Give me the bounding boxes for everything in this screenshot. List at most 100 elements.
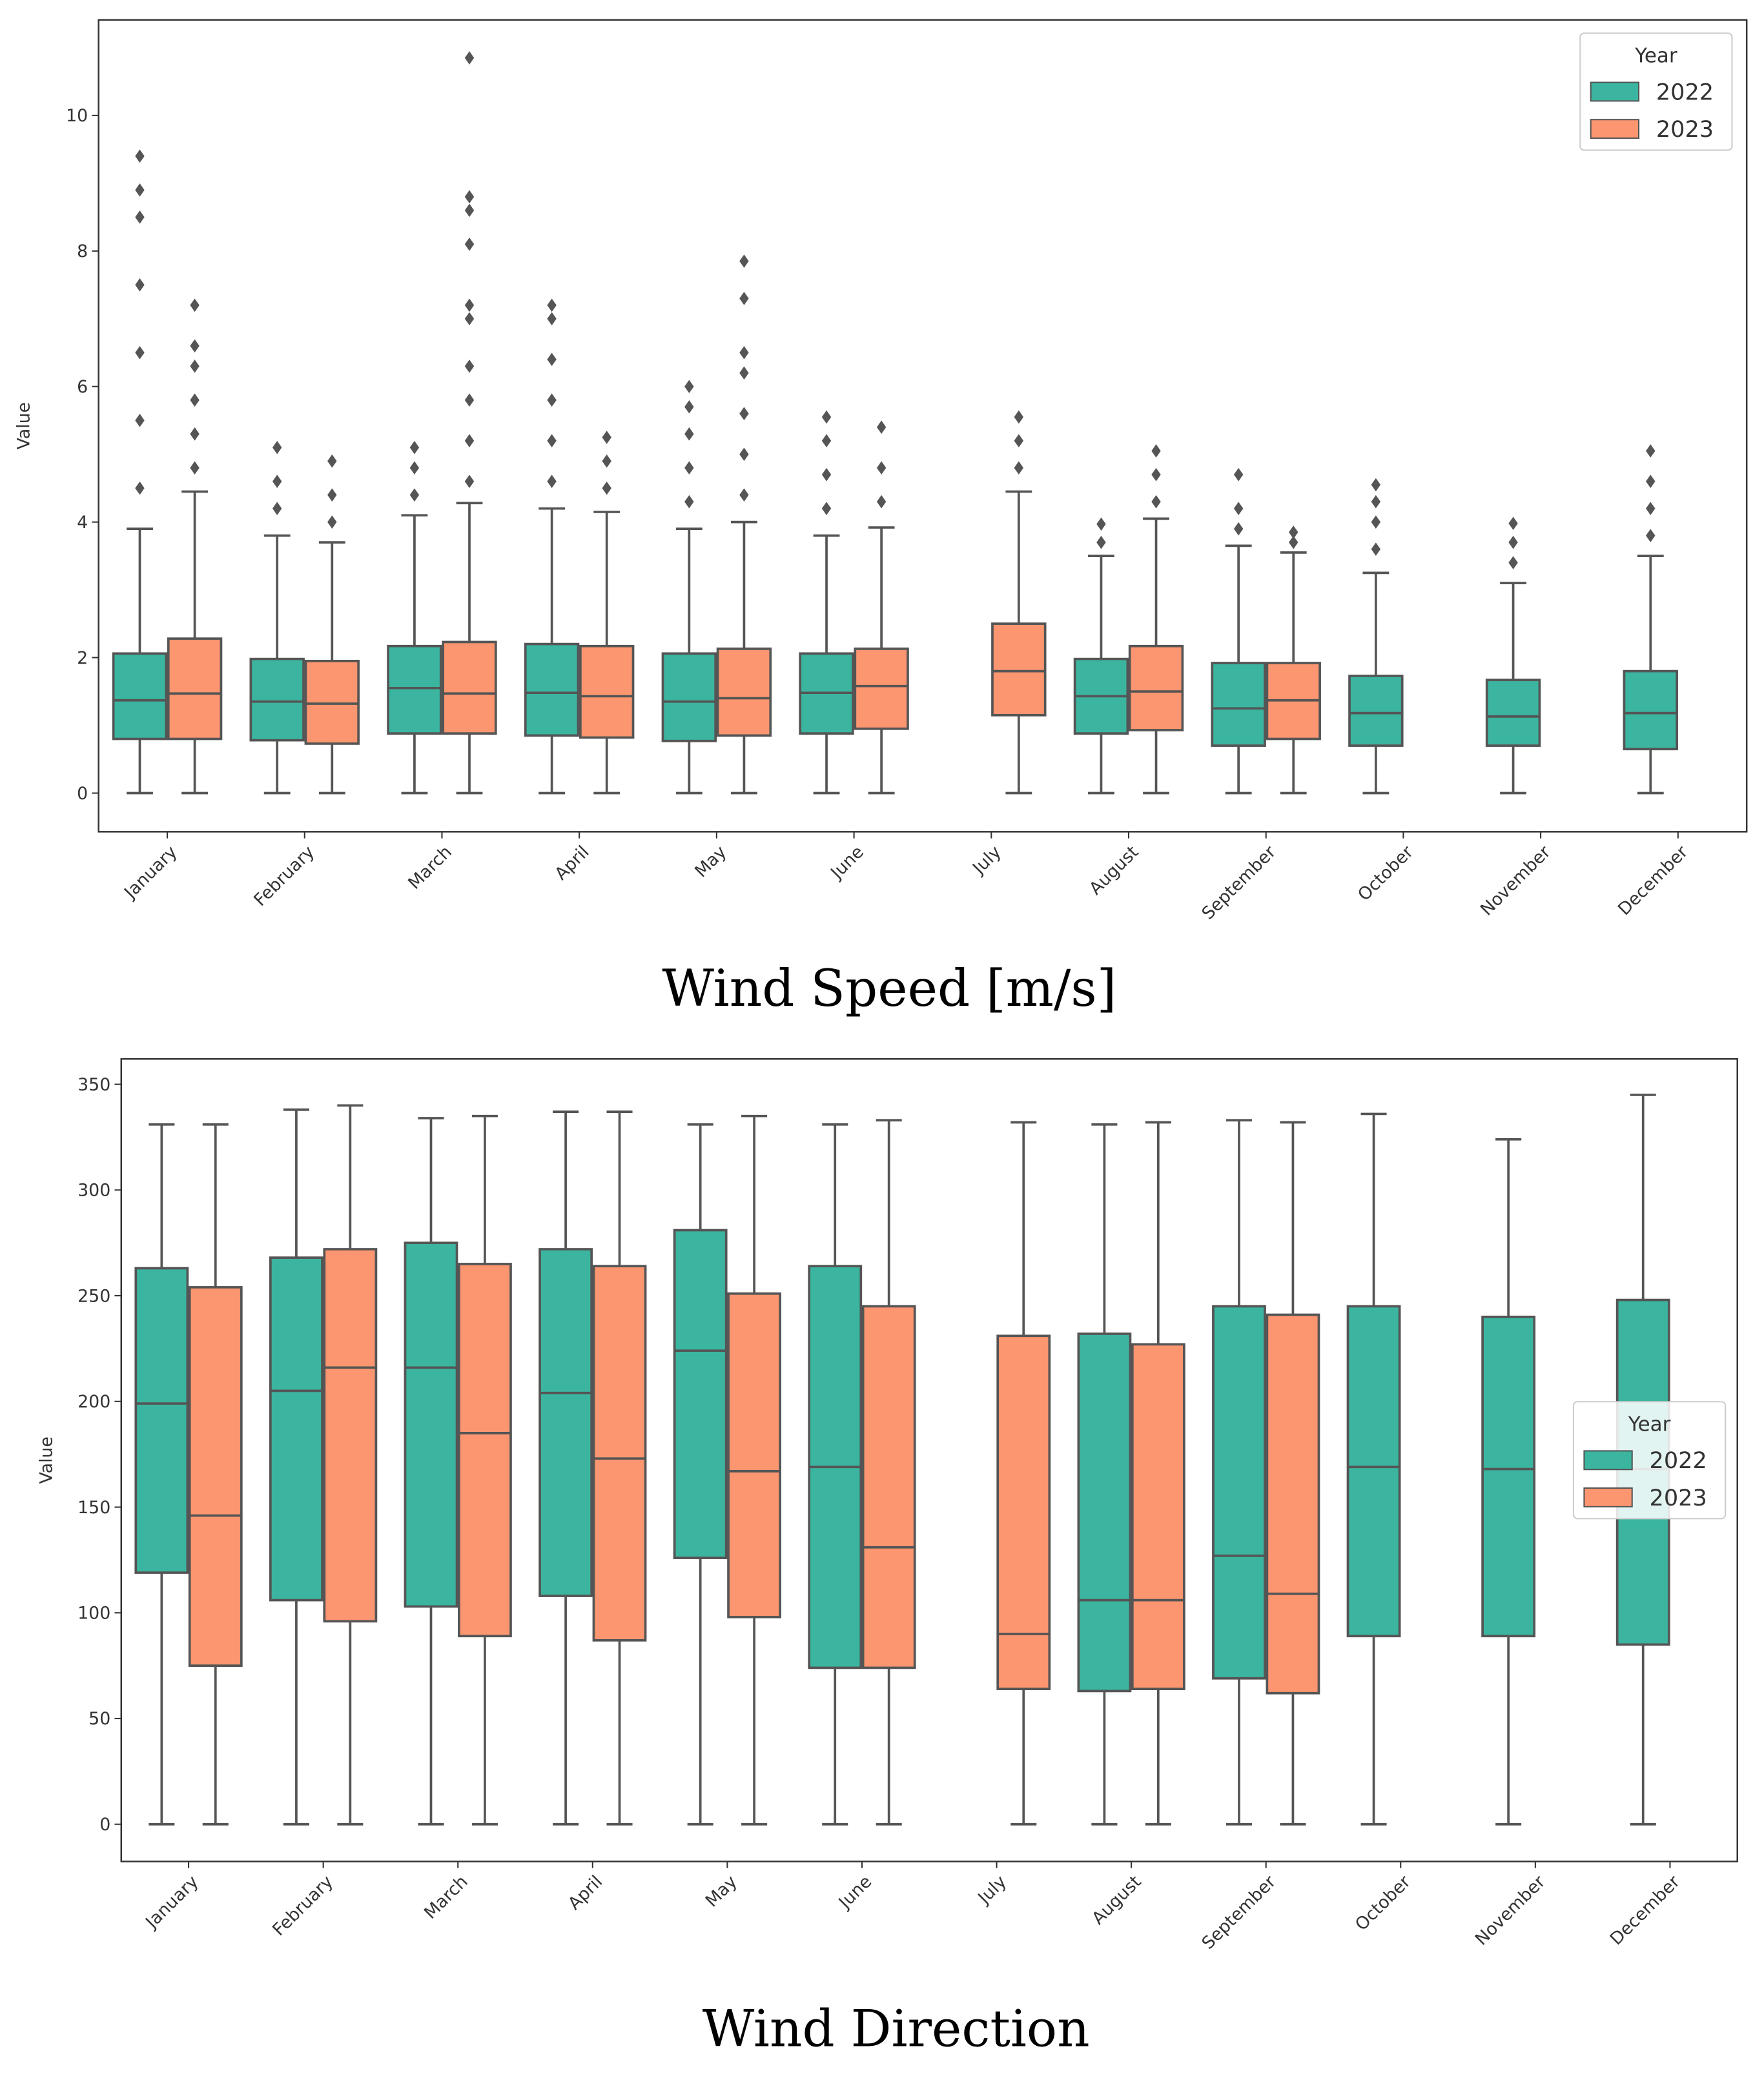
x-tick-label: January [119,842,181,903]
x-tick-label: September [1198,842,1280,923]
box [991,622,1047,717]
outlier [190,339,200,353]
outlier [135,210,145,224]
outlier [1151,467,1161,482]
outlier [1014,434,1024,447]
y-axis-label: Value [36,1436,56,1484]
y-tick-label: 4 [77,513,88,533]
x-tick-label: December [1606,1872,1684,1949]
x-tick-label: January [141,1872,202,1933]
y-tick-label: 10 [66,106,88,126]
legend-label: 2023 [1656,116,1714,143]
x-tick-label: July [968,842,1005,879]
x-tick-label: November [1472,1872,1550,1949]
outlier [547,475,557,488]
legend-label: 2022 [1650,1447,1707,1474]
legend-title: Year [1634,45,1677,68]
box [1131,1343,1185,1690]
outlier [1233,467,1244,482]
outlier [684,461,694,475]
x-tick-label: May [702,1872,741,1911]
outlier [821,467,832,482]
y-tick-label: 300 [77,1181,110,1201]
x-tick-label: July [974,1872,1011,1908]
legend-label: 2022 [1656,79,1714,105]
outlier [464,434,475,447]
outlier [739,345,749,360]
x-tick-label: June [826,842,868,883]
box [1266,1313,1320,1695]
box [996,1334,1051,1690]
outlier [1371,478,1381,492]
box [1077,1332,1132,1693]
outlier [1151,444,1161,458]
box [673,1229,728,1559]
outlier [1289,526,1298,539]
outlier [464,203,475,218]
y-tick-label: 0 [99,1815,110,1835]
outlier [272,502,282,515]
outlier [190,359,200,373]
outlier [135,413,145,427]
outlier [547,352,557,367]
box [854,648,909,730]
box [404,1241,458,1608]
outlier [327,488,337,502]
outlier [739,291,749,305]
outlier [135,481,145,495]
y-tick-label: 350 [77,1075,110,1095]
x-tick-label: June [834,1872,876,1913]
legend-swatch [1590,81,1640,102]
outlier [409,488,420,502]
outlier [602,431,611,444]
outlier [1646,444,1656,458]
outlier [684,495,694,509]
box [112,652,168,740]
x-tick-label: August [1088,1872,1145,1928]
box [661,652,717,742]
outlier [327,515,337,529]
box [1128,644,1184,731]
outlier [190,393,200,407]
outlier [876,495,887,509]
y-tick-label: 2 [77,648,88,668]
outlier [602,481,611,495]
box [269,1256,323,1602]
y-tick-label: 250 [77,1286,110,1306]
outlier [409,461,420,475]
outlier [1233,502,1244,515]
y-tick-label: 150 [77,1498,110,1518]
chart-title: Wind Speed [m/s] [662,959,1116,1018]
box [458,1263,512,1638]
box [1623,669,1678,751]
outlier [739,254,749,268]
outlier [464,359,475,373]
box [592,1265,647,1642]
outlier [739,407,749,421]
y-tick-label: 200 [77,1392,110,1412]
outlier [1508,516,1518,531]
legend-swatch [1583,1487,1633,1507]
box [167,637,223,740]
box [1481,1315,1536,1638]
x-tick-label: February [269,1872,337,1940]
outlier [135,278,145,292]
legend-swatch [1583,1450,1633,1471]
outlier [1151,495,1161,509]
box [1211,662,1266,747]
outlier [1233,522,1244,536]
legend-title: Year [1628,1413,1671,1436]
outlier [1014,410,1024,424]
outlier [464,238,475,251]
outlier [602,454,611,468]
x-tick-label: April [564,1872,606,1914]
box [1212,1305,1266,1680]
box [538,1248,593,1597]
outlier [327,454,337,468]
box [387,644,442,735]
outlier [684,427,694,441]
outlier [1096,535,1106,549]
outlier [1371,515,1381,529]
